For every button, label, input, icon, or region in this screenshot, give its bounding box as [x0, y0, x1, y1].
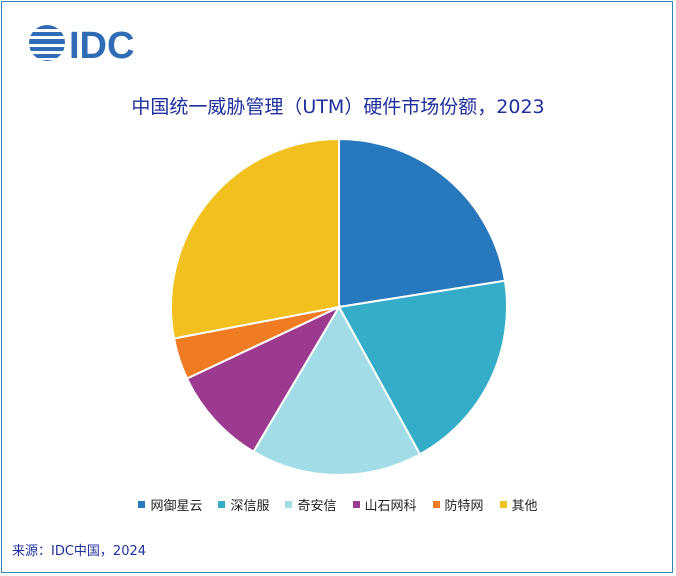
source-note: 来源：IDC中国，2024	[12, 544, 147, 559]
legend-label: 山石网科	[364, 499, 417, 514]
pie-slice-1	[337, 279, 508, 456]
legend-label: 防特网	[444, 499, 484, 514]
pie-slice-2	[252, 304, 422, 476]
pie-slice-0	[338, 137, 507, 309]
chart-title: 中国统一威胁管理（UTM）硬件市场份额，2023	[131, 96, 545, 118]
legend-swatch	[432, 501, 440, 508]
legend-swatch	[218, 501, 226, 508]
logo-text: IDC	[69, 25, 134, 64]
legend-swatch	[285, 501, 293, 508]
legend-label: 其他	[511, 499, 538, 514]
idc-logo: IDC	[29, 25, 134, 64]
globe-icon	[29, 25, 65, 61]
legend-swatch	[352, 501, 360, 508]
legend-item-4: 防特网	[432, 495, 484, 514]
pie-slice-3	[185, 304, 342, 453]
legend-label: 网御星云	[150, 499, 203, 514]
pie-chart	[170, 137, 508, 476]
legend-label: 奇安信	[297, 499, 337, 514]
legend-swatch	[138, 501, 146, 508]
legend-item-5: 其他	[499, 495, 538, 514]
chart-legend: 网御星云 深信服 奇安信 山石网科 防特网 其他	[0, 495, 676, 514]
legend-item-2: 奇安信	[285, 495, 337, 514]
legend-item-0: 网御星云	[138, 495, 202, 514]
legend-item-1: 深信服	[218, 495, 269, 514]
legend-label: 深信服	[230, 499, 270, 514]
legend-item-3: 山石网科	[352, 495, 417, 514]
pie-slice-5	[170, 137, 340, 340]
legend-swatch	[499, 501, 507, 508]
